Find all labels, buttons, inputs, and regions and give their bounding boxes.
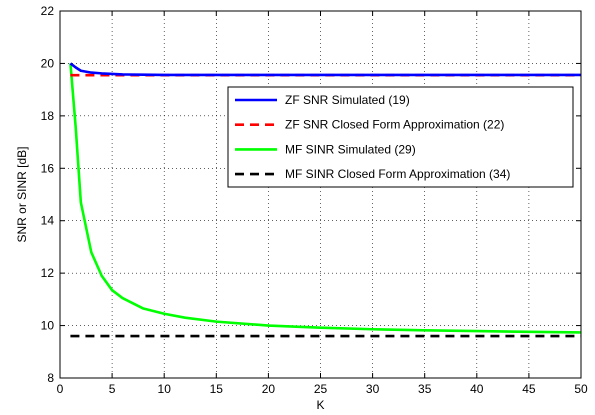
x-tick-label: 0 [57,382,64,396]
x-tick-label: 25 [314,382,328,396]
legend: ZF SNR Simulated (19) ZF SNR Closed Form … [227,86,574,188]
y-tick-label: 8 [47,371,54,385]
y-tick-label: 10 [41,319,55,333]
legend-label: MF SINR Simulated (29) [285,142,416,156]
y-tick-label: 16 [41,161,55,175]
series-line-1 [69,62,581,77]
x-tick-label: 30 [366,382,380,396]
y-tick-label: 20 [41,56,55,70]
grid [60,11,581,378]
legend-box [227,86,574,188]
y-tick-label: 18 [41,109,55,123]
x-axis-label: K [316,398,324,412]
x-tick-label: 40 [470,382,484,396]
x-tick-label: 10 [158,382,172,396]
axis-ticks: 0 5 10 15 20 25 30 35 40 45 50 8 10 12 14 16 18 20 22 [41,4,588,396]
y-tick-label: 14 [41,214,55,228]
x-tick-label: 20 [262,382,276,396]
plot-frame [59,10,582,379]
plot-series [69,62,582,338]
x-tick-label: 35 [418,382,432,396]
x-tick-label: 45 [522,382,536,396]
x-tick-label: 5 [109,382,116,396]
y-tick-label: 22 [41,4,55,18]
legend-label: ZF SNR Simulated (19) [285,93,410,107]
y-axis-label: SNR or SINR [dB] [15,146,29,242]
y-tick-label: 12 [41,266,55,280]
x-tick-label: 50 [574,382,588,396]
x-tick-label: 15 [210,382,224,396]
legend-label: MF SINR Closed Form Approximation (34) [285,167,510,181]
legend-label: ZF SNR Closed Form Approximation (22) [285,118,504,132]
series-line-3 [69,63,582,334]
